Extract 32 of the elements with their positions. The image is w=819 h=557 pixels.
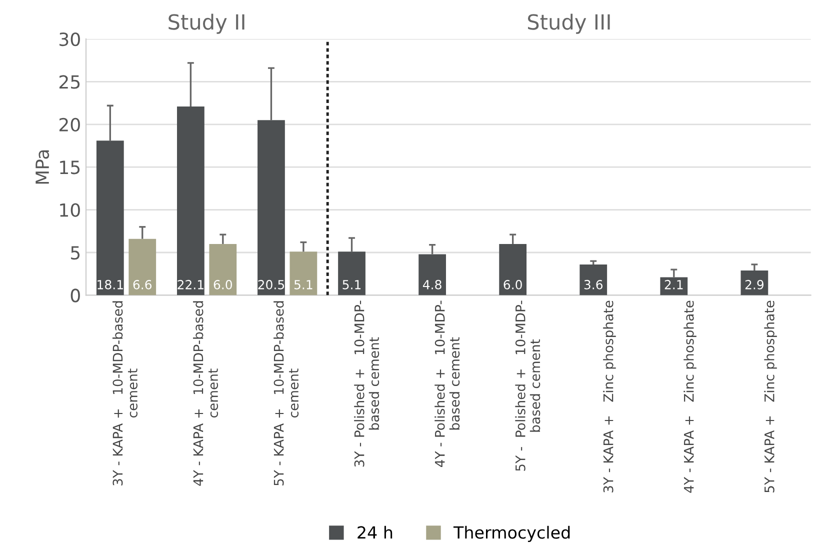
data-label: 22.1 [178,280,204,290]
x-tick-label: 5Y - Polished + 10-MDP- based cement [515,300,540,471]
y-tick-label: 25 [59,75,80,89]
data-label: 5.1 [342,280,361,290]
y-tick-label: 0 [70,288,80,302]
legend-label: 24 h [358,526,392,539]
data-label: 6.0 [214,280,232,290]
y-tick-label: 10 [60,203,80,217]
x-tick-label: 4Y - KAPA + Zinc phosphate [684,300,696,493]
x-tick-label: 5Y - KAPA + Zinc phosphate [764,300,777,492]
data-label: 20.5 [258,280,284,290]
x-tick-label: 4Y - KAPA + 10-MDP-based cement [193,301,218,486]
y-axis-title: MPa [36,150,50,184]
x-tick-label: 4Y - Polished + 10-MDP- based cement [434,300,460,467]
data-label: 4.8 [422,280,442,290]
data-label: 5.1 [294,280,312,290]
data-label: 6.0 [504,280,522,290]
data-label: 18.1 [98,280,123,290]
x-tick-label: 3Y - KAPA + Zinc phosphate [603,300,616,492]
data-label: 2.1 [664,280,683,290]
text: Study II [168,14,244,34]
y-tick-label: 15 [60,160,80,174]
y-tick-label: 20 [59,118,80,132]
text: Study III [528,14,610,34]
y-tick-label: 5 [71,246,80,260]
data-label: 2.9 [745,280,764,290]
data-label: 6.6 [133,280,152,290]
legend-label: Thermocycled [453,526,570,542]
data-label: 3.6 [584,280,603,290]
y-tick-label: 30 [60,32,80,46]
x-tick-label: 3Y - KAPA + 10-MDP-based cement [112,301,138,486]
x-tick-label: 5Y - KAPA + 10-MDP-based cement [274,301,299,486]
